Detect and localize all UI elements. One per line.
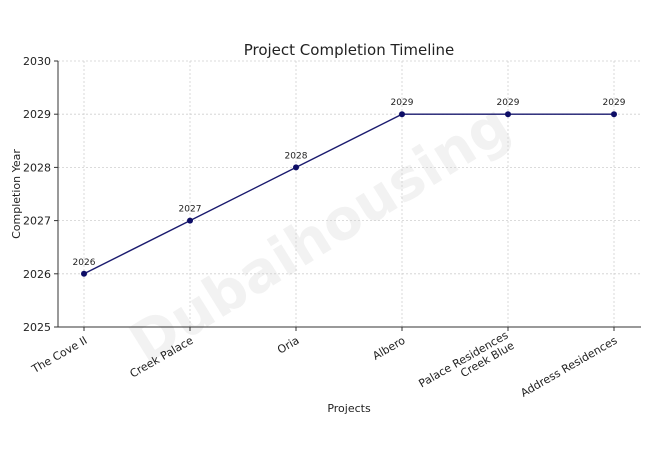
y-tick-label: 2029 bbox=[23, 108, 51, 121]
axes bbox=[57, 61, 641, 328]
y-tick-label: 2030 bbox=[23, 55, 51, 68]
data-point bbox=[293, 164, 299, 171]
data-label: 2026 bbox=[73, 258, 96, 268]
x-tick-label-line: Oria bbox=[275, 334, 301, 357]
data-label: 2029 bbox=[391, 98, 414, 108]
x-tick-label: The Cove II bbox=[29, 334, 90, 377]
y-tick-label: 2027 bbox=[23, 215, 51, 228]
data-point bbox=[399, 111, 405, 118]
x-tick-label: Address Residences bbox=[518, 334, 619, 400]
x-tick-label: Albero bbox=[370, 334, 407, 363]
y-tick-label: 2026 bbox=[23, 268, 51, 281]
y-tick-label: 2028 bbox=[23, 161, 51, 174]
y-tick-label: 2025 bbox=[23, 321, 51, 334]
data-point bbox=[187, 217, 193, 224]
x-ticks: The Cove II Creek Palace Oria Albero Palace … bbox=[29, 327, 620, 400]
data-point bbox=[505, 111, 511, 118]
data-label: 2029 bbox=[603, 98, 626, 108]
x-tick-label: Oria bbox=[275, 334, 301, 357]
y-axis-label: Completion Year bbox=[10, 149, 23, 239]
x-tick-label-line: Address Residences bbox=[518, 334, 619, 400]
data-label: 2028 bbox=[285, 151, 308, 161]
watermark: Dubaihousing bbox=[119, 92, 522, 377]
data-point bbox=[611, 111, 617, 118]
x-tick-label-line: Albero bbox=[370, 334, 407, 363]
data-label: 2027 bbox=[179, 205, 202, 215]
y-ticks: 2025 2026 2027 2028 2029 2030 bbox=[23, 55, 58, 334]
x-axis-label: Projects bbox=[327, 402, 371, 415]
data-label: 2029 bbox=[497, 98, 520, 108]
x-tick-label-line: The Cove II bbox=[29, 334, 90, 377]
chart-title: Project Completion Timeline bbox=[244, 41, 455, 59]
series: 2026 2027 2028 2029 2029 2029 bbox=[73, 98, 626, 277]
series-line bbox=[83, 113, 614, 275]
data-point bbox=[81, 270, 87, 277]
x-tick-label: Palace ResidencesCreek Blue bbox=[417, 328, 517, 400]
